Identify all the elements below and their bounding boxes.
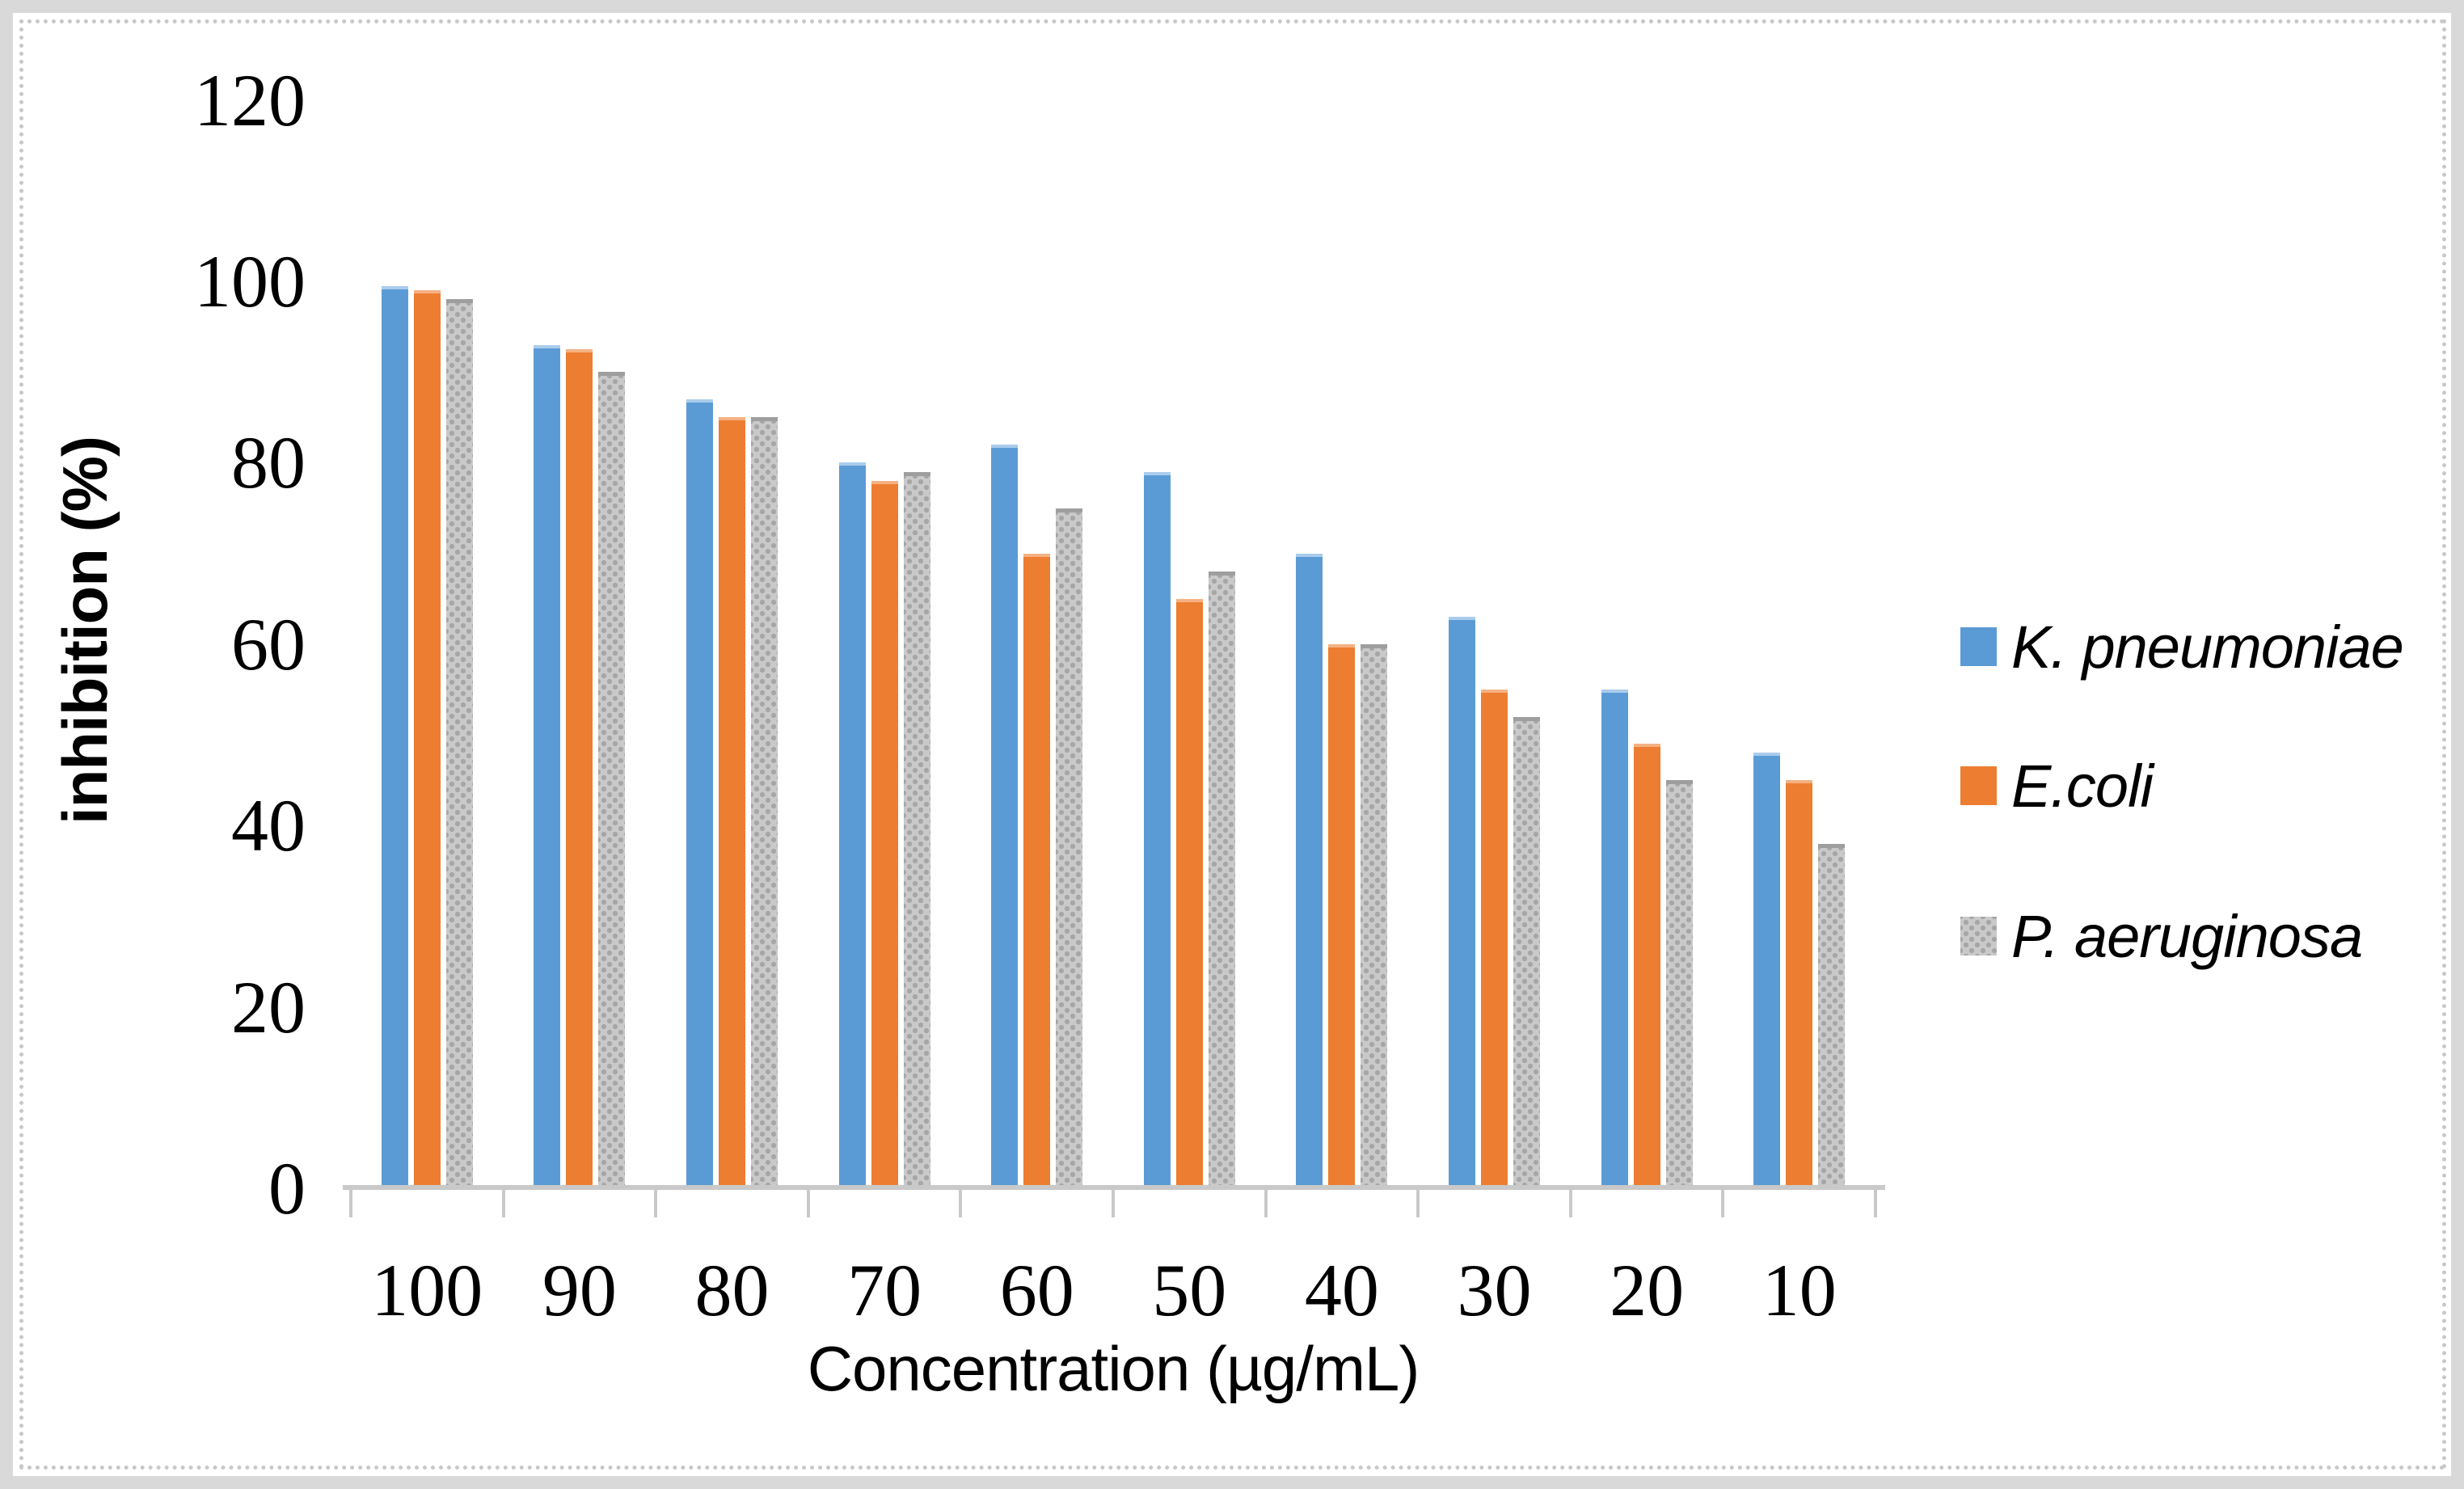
bar-p-aeruginosa-80 [750,417,778,1188]
x-tick-label-90: 90 [542,1249,617,1331]
bar-p-aeruginosa-20 [1665,780,1693,1188]
x-axis-tick-mark-8 [1568,1188,1572,1217]
bar-group-60 [960,99,1113,1188]
bar-k-pneumoniae-30 [1448,617,1475,1188]
bar-group-10 [1723,99,1875,1188]
bar-group-90 [504,99,656,1188]
x-tick-label-10: 10 [1762,1249,1837,1331]
plot-area [351,99,1875,1188]
x-tick-label-70: 70 [847,1249,922,1331]
x-axis-tick-mark-2 [654,1188,658,1217]
legend-swatch-e-coli [1960,766,1997,805]
x-axis-tick-mark-5 [1112,1188,1115,1217]
legend-label-k-pneumoniae: K. pneumoniae [2011,613,2404,681]
x-axis-tick-mark-9 [1721,1188,1725,1217]
bar-group-80 [656,99,808,1188]
bar-group-30 [1418,99,1571,1188]
bar-p-aeruginosa-90 [598,372,626,1188]
x-tick-label-40: 40 [1304,1249,1379,1331]
y-tick-label-20: 20 [231,965,306,1048]
y-tick-label-80: 80 [231,421,306,504]
bar-e-coli-90 [566,349,593,1188]
x-tick-label-20: 20 [1610,1249,1685,1331]
y-tick-label-0: 0 [268,1147,306,1230]
legend-label-e-coli: E.coli [2011,752,2154,820]
bar-p-aeruginosa-70 [903,471,930,1188]
x-tick-label-60: 60 [999,1249,1074,1331]
legend-item-e-coli: E.coli [1960,752,2154,820]
bar-group-70 [808,99,961,1188]
y-tick-label-100: 100 [194,240,306,323]
bar-p-aeruginosa-100 [445,299,473,1188]
y-tick-label-120: 120 [194,58,306,141]
x-axis-tick-mark-1 [501,1188,505,1217]
bar-k-pneumoniae-10 [1753,753,1781,1188]
x-axis-tick-mark-10 [1874,1188,1877,1217]
x-axis-tick-mark-4 [959,1188,963,1217]
bar-group-40 [1266,99,1419,1188]
bar-e-coli-60 [1023,553,1051,1188]
bar-k-pneumoniae-100 [381,285,408,1188]
x-tick-label-30: 30 [1457,1249,1532,1331]
bar-k-pneumoniae-60 [991,444,1019,1188]
bar-p-aeruginosa-40 [1361,643,1388,1188]
bar-k-pneumoniae-40 [1296,553,1323,1188]
legend-swatch-k-pneumoniae [1960,627,1997,666]
bar-e-coli-20 [1633,744,1660,1188]
bar-e-coli-70 [871,480,898,1188]
bar-p-aeruginosa-10 [1818,843,1846,1188]
bar-k-pneumoniae-90 [534,344,561,1188]
bar-k-pneumoniae-80 [686,399,713,1188]
bar-p-aeruginosa-30 [1513,716,1540,1188]
chart-area-dotted-border [19,19,2446,1470]
x-tick-label-100: 100 [371,1249,483,1331]
bar-group-50 [1113,99,1266,1188]
x-axis-tick-mark-7 [1416,1188,1420,1217]
x-tick-label-80: 80 [694,1249,770,1331]
bar-group-100 [351,99,504,1188]
bar-e-coli-50 [1175,598,1203,1188]
x-axis-tick-mark-6 [1264,1188,1268,1217]
bar-p-aeruginosa-50 [1208,572,1235,1188]
x-tick-label-50: 50 [1152,1249,1227,1331]
legend-swatch-p-aeruginosa [1960,917,1997,955]
bar-e-coli-80 [718,417,745,1188]
legend-label-p-aeruginosa: P. aeruginosa [2011,902,2363,970]
bar-e-coli-100 [413,290,441,1188]
x-axis-tick-mark-0 [349,1188,352,1217]
bar-k-pneumoniae-70 [838,462,866,1188]
x-axis-line [343,1185,1885,1190]
bar-e-coli-30 [1480,689,1508,1188]
bar-group-20 [1571,99,1724,1188]
y-tick-label-60: 60 [231,602,306,685]
x-axis-title: Concentration (µg/mL) [807,1333,1420,1404]
bar-k-pneumoniae-50 [1143,471,1171,1188]
y-tick-label-40: 40 [231,784,306,867]
legend-item-p-aeruginosa: P. aeruginosa [1960,902,2363,970]
bar-e-coli-10 [1786,780,1813,1188]
bar-k-pneumoniae-20 [1601,689,1628,1188]
bar-e-coli-40 [1328,643,1356,1188]
x-axis-tick-mark-3 [806,1188,810,1217]
legend-item-k-pneumoniae: K. pneumoniae [1960,613,2404,681]
bar-p-aeruginosa-60 [1056,508,1083,1188]
